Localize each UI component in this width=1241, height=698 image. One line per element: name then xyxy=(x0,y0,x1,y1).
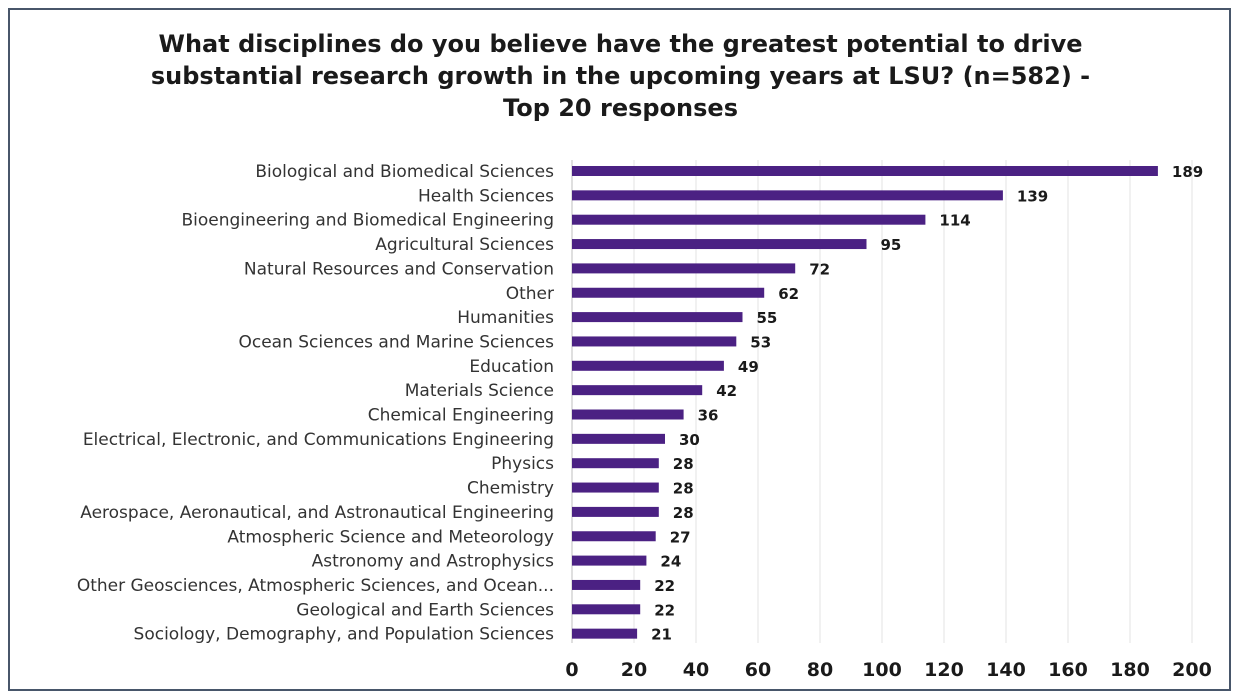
category-label: Natural Resources and Conservation xyxy=(244,259,554,279)
bar xyxy=(572,336,737,347)
value-label: 42 xyxy=(716,382,737,400)
category-label: Aerospace, Aeronautical, and Astronautic… xyxy=(80,503,554,523)
category-label: Chemical Engineering xyxy=(368,406,554,426)
bar xyxy=(572,287,765,298)
category-label: Biological and Biomedical Sciences xyxy=(255,162,554,182)
chart-frame xyxy=(8,8,1231,691)
bar-layer xyxy=(572,166,1158,639)
value-label: 21 xyxy=(651,626,672,644)
chart-title: What disciplines do you believe have the… xyxy=(0,28,1241,124)
bar xyxy=(572,409,684,420)
x-tick-label: 100 xyxy=(862,659,902,681)
bar xyxy=(572,531,656,542)
x-tick-label: 80 xyxy=(807,659,833,681)
x-tick-label: 160 xyxy=(1048,659,1088,681)
value-label: 139 xyxy=(1017,187,1048,205)
value-label: 30 xyxy=(679,431,700,449)
category-label: Atmospheric Science and Meteorology xyxy=(227,527,554,547)
bar xyxy=(572,385,703,396)
category-label: Ocean Sciences and Marine Sciences xyxy=(238,332,554,352)
bar xyxy=(572,555,647,566)
x-tick-layer: 0 20 40 60 80 100 120 140 160 180 200 xyxy=(565,659,1211,681)
bar xyxy=(572,458,659,469)
category-label: Physics xyxy=(491,454,554,474)
bar xyxy=(572,360,724,371)
bar xyxy=(572,214,926,225)
category-label: Geological and Earth Sciences xyxy=(296,600,554,620)
category-label: Sociology, Demography, and Population Sc… xyxy=(134,625,555,645)
value-label: 27 xyxy=(670,528,691,546)
category-label-layer: Biological and Biomedical Sciences Health… xyxy=(77,162,554,645)
x-tick-label: 0 xyxy=(565,659,578,681)
value-label: 22 xyxy=(654,601,675,619)
value-label: 49 xyxy=(738,358,759,376)
value-label: 62 xyxy=(778,285,799,303)
bar xyxy=(572,166,1158,176)
category-label: Materials Science xyxy=(405,381,554,401)
value-label: 114 xyxy=(939,212,970,230)
category-label: Humanities xyxy=(457,308,554,328)
x-tick-label: 20 xyxy=(621,659,647,681)
category-label: Astronomy and Astrophysics xyxy=(312,552,554,572)
x-tick-label: 200 xyxy=(1172,659,1212,681)
chart-title-line-1: What disciplines do you believe have the… xyxy=(158,30,1083,58)
x-tick-label: 60 xyxy=(745,659,771,681)
value-label: 36 xyxy=(698,407,719,425)
category-label: Electrical, Electronic, and Communicatio… xyxy=(83,430,554,450)
category-label: Agricultural Sciences xyxy=(375,235,554,255)
bar xyxy=(572,579,641,590)
bar xyxy=(572,506,659,517)
bar xyxy=(572,628,638,639)
bar xyxy=(572,190,1003,201)
value-label: 28 xyxy=(673,455,694,473)
category-label: Chemistry xyxy=(467,479,554,499)
value-label: 72 xyxy=(809,260,830,278)
value-label: 95 xyxy=(881,236,902,254)
value-label: 22 xyxy=(654,577,675,595)
value-label: 189 xyxy=(1172,163,1203,181)
bar xyxy=(572,312,743,323)
category-label: Bioengineering and Biomedical Engineerin… xyxy=(181,211,554,231)
bar xyxy=(572,482,659,493)
value-label: 28 xyxy=(673,504,694,522)
chart-title-line-3: Top 20 responses xyxy=(503,94,738,122)
bar xyxy=(572,604,641,615)
chart-title-line-2: substantial research growth in the upcom… xyxy=(150,62,1091,90)
value-label: 28 xyxy=(673,480,694,498)
bar xyxy=(572,239,867,250)
x-tick-label: 40 xyxy=(683,659,709,681)
category-label: Other Geosciences, Atmospheric Sciences,… xyxy=(77,576,554,596)
x-tick-label: 140 xyxy=(986,659,1026,681)
category-label: Other xyxy=(506,284,554,304)
x-tick-label: 120 xyxy=(924,659,964,681)
x-tick-label: 180 xyxy=(1110,659,1150,681)
bar xyxy=(572,263,796,274)
value-label: 24 xyxy=(660,553,681,571)
category-label: Education xyxy=(469,357,554,377)
value-label: 53 xyxy=(750,333,771,351)
bar xyxy=(572,433,665,444)
value-label: 55 xyxy=(757,309,778,327)
category-label: Health Sciences xyxy=(418,186,554,206)
